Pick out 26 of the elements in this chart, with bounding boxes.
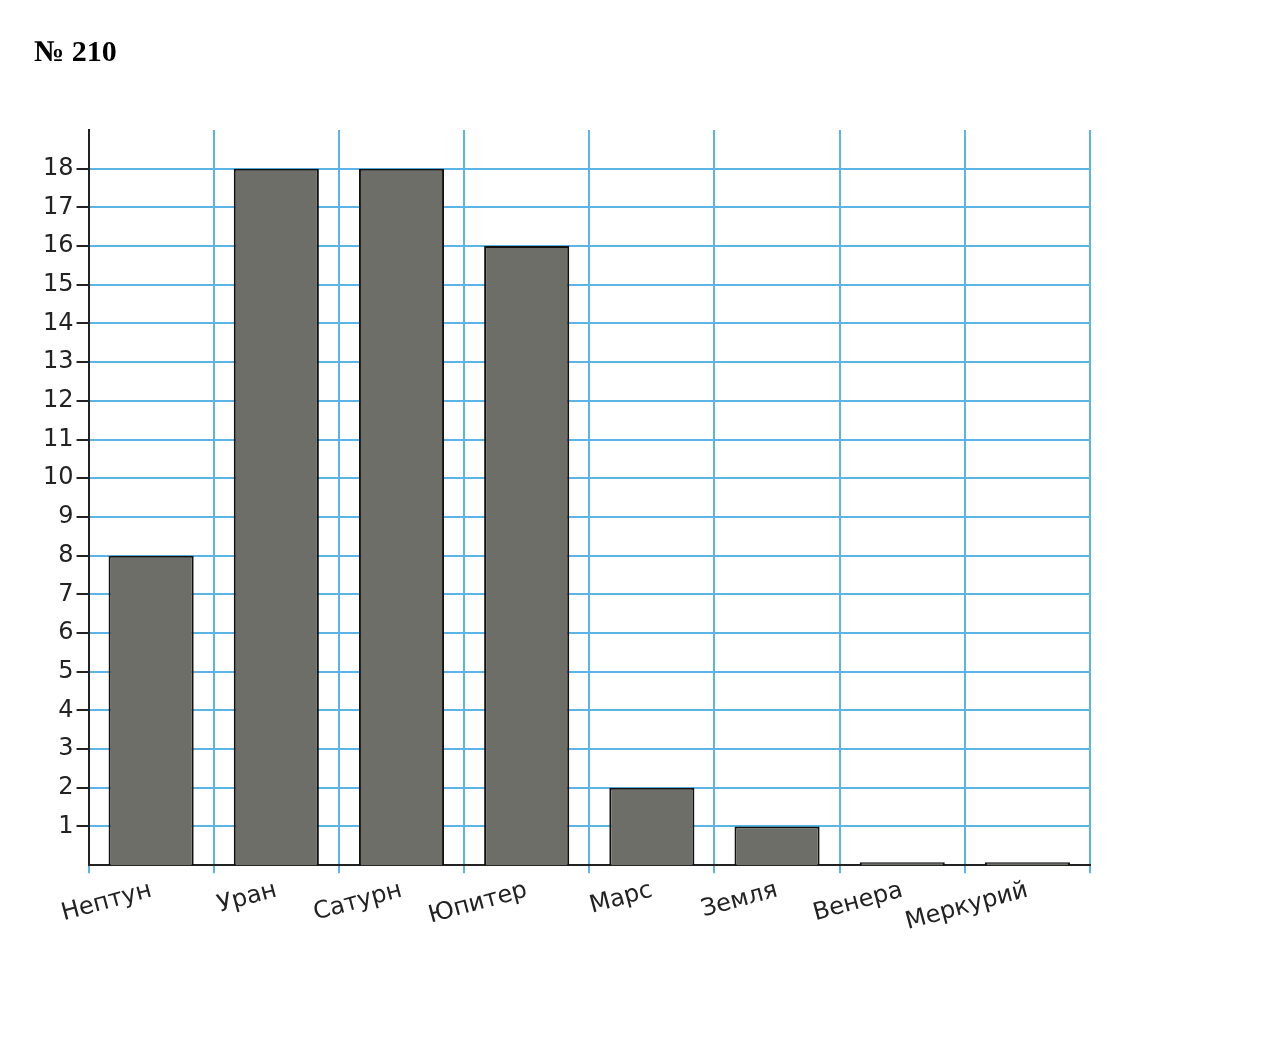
x-tick-label: Юпитер (424, 874, 530, 929)
y-tick-label: 9 (58, 501, 74, 530)
y-tick-label: 11 (42, 423, 74, 452)
y-tick-label: 5 (58, 655, 74, 684)
x-tick-label: Венера (809, 874, 906, 926)
y-tick-label: 14 (42, 307, 74, 336)
y-tick-label: 18 (42, 152, 74, 181)
chart-title: № 210 (34, 34, 117, 68)
y-tick-label: 12 (42, 385, 74, 414)
y-tick-label: 2 (58, 772, 74, 801)
y-tick-label: 13 (42, 346, 74, 375)
y-tick-label: 16 (42, 230, 74, 259)
y-tick-label: 1 (58, 810, 74, 839)
y-tick-label: 7 (58, 578, 74, 607)
y-tick-label: 15 (42, 269, 74, 298)
x-tick-label: Уран (214, 874, 280, 918)
y-tick-label: 10 (42, 462, 74, 491)
y-tick-label: 17 (42, 191, 74, 220)
x-tick-label: Марс (586, 874, 656, 919)
y-tick-label: 4 (58, 694, 74, 723)
y-tick-label: 3 (58, 733, 74, 762)
x-tick-label: Сатурн (310, 874, 405, 926)
y-tick-label: 6 (58, 617, 74, 646)
x-tick-label: Нептун (57, 874, 155, 927)
x-tick-label: Земля (697, 874, 781, 923)
y-tick-label: 8 (58, 539, 74, 568)
